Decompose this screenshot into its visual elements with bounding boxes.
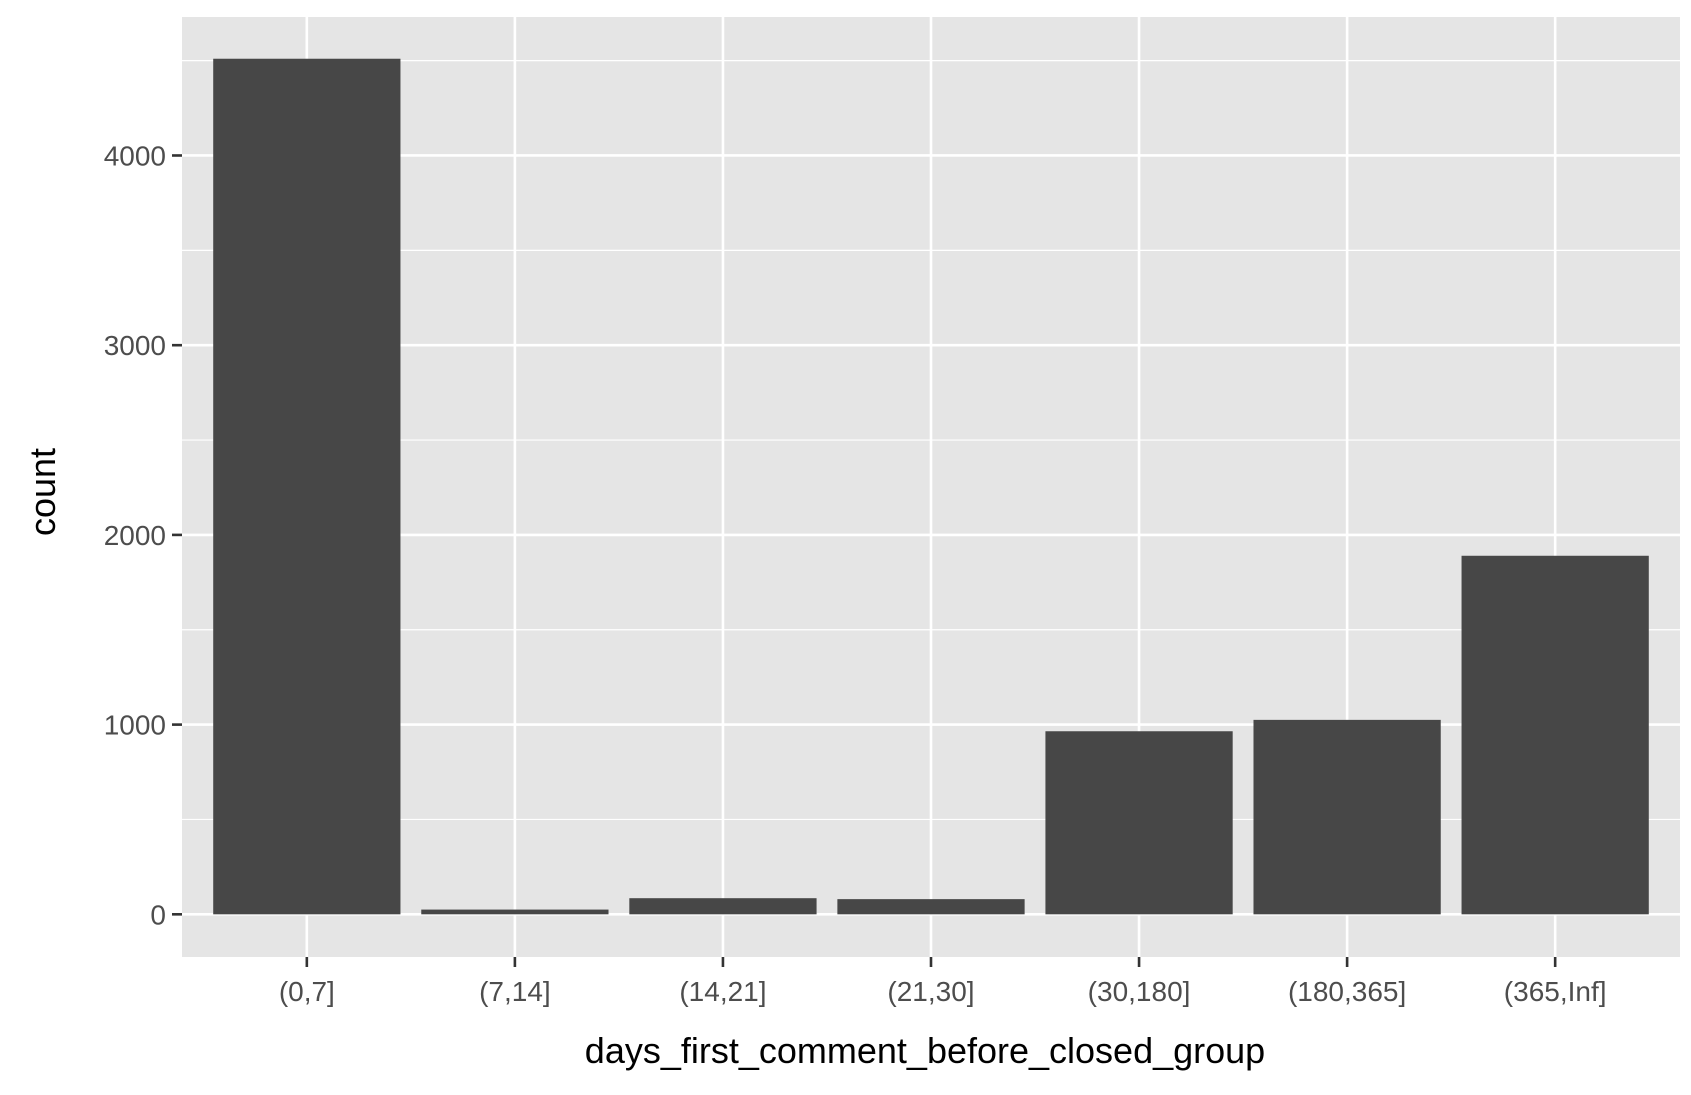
y-tick-label: 4000 — [104, 140, 166, 171]
y-tick-label: 3000 — [104, 330, 166, 361]
y-axis: 0 1000 2000 3000 4000 — [104, 140, 182, 930]
bar — [213, 58, 401, 915]
x-tick-label: (0,7] — [279, 976, 335, 1007]
x-tick-label: (365,Inf] — [1504, 976, 1607, 1007]
x-tick-label: (21,30] — [887, 976, 974, 1007]
y-tick-label: 2000 — [104, 520, 166, 551]
x-tick-label: (7,14] — [479, 976, 551, 1007]
bar — [629, 898, 817, 915]
bar — [1253, 719, 1441, 915]
x-axis-title: days_first_comment_before_closed_group — [585, 1030, 1265, 1071]
x-axis: (0,7] (7,14] (14,21] (21,30] (30,180] (180,36… — [279, 957, 1607, 1007]
bar — [1045, 731, 1233, 915]
bar — [1461, 555, 1649, 915]
x-tick-label: (30,180] — [1088, 976, 1191, 1007]
bar — [837, 899, 1025, 915]
x-tick-label: (180,365] — [1288, 976, 1406, 1007]
y-tick-label: 0 — [150, 899, 166, 930]
bar — [421, 909, 609, 915]
x-tick-label: (14,21] — [679, 976, 766, 1007]
bars — [213, 58, 1649, 915]
y-tick-label: 1000 — [104, 710, 166, 741]
y-axis-title: count — [22, 448, 63, 536]
